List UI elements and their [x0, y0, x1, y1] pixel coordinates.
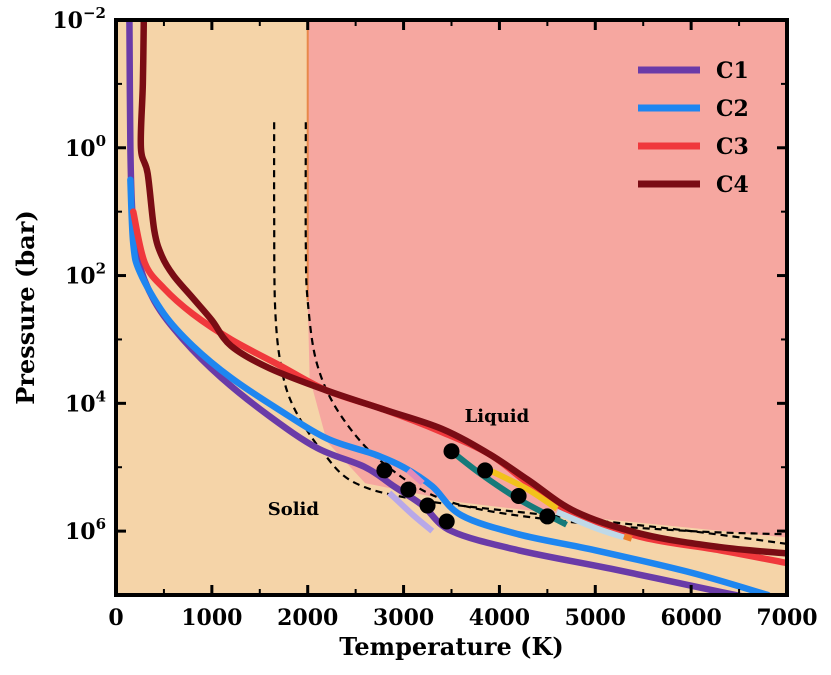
liquid-region-label: Liquid [465, 406, 530, 427]
data-marker-6 [400, 481, 417, 498]
axes: 0 1000 2000 3000 4000 5000 6000 7000 10−2 100 102 1… [52, 4, 817, 631]
x-tick-label: 6000 [661, 605, 722, 631]
x-tick-label: 3000 [373, 605, 434, 631]
data-marker-3 [510, 487, 527, 504]
legend-label-c4: C4 [716, 172, 749, 198]
data-marker-1 [443, 443, 460, 460]
legend-label-c1: C1 [716, 58, 749, 84]
y-tick-label: 10−2 [52, 4, 106, 34]
data-marker-7 [419, 497, 436, 514]
plot-marker-layer [376, 443, 556, 530]
plot-series-layer [126, 20, 787, 595]
legend-label-c2: C2 [716, 96, 749, 122]
data-marker-4 [539, 508, 556, 525]
y-tick-label: 102 [65, 260, 106, 290]
y-tick-label: 104 [65, 387, 106, 417]
solid-region-label: Solid [268, 499, 320, 520]
overlay-segment-2 [387, 490, 435, 534]
y-axis-label: Pressure (bar) [11, 210, 40, 404]
series-line-c2 [127, 176, 772, 595]
overlay-segment-6 [623, 533, 633, 542]
legend-label-c3: C3 [716, 134, 749, 160]
x-axis-label: Temperature (K) [339, 632, 563, 661]
data-marker-5 [376, 462, 393, 479]
data-marker-2 [477, 462, 494, 479]
legend: C1 C2 C3 C4 [638, 58, 749, 198]
overlay-segment-3 [406, 468, 425, 486]
x-tick-label: 4000 [469, 605, 530, 631]
x-tick-label: 2000 [277, 605, 338, 631]
overlay-segment-4 [488, 467, 559, 512]
y-tick-label: 100 [65, 132, 106, 162]
region-labels: Solid Liquid [268, 406, 530, 520]
x-tick-label: 0 [108, 605, 123, 631]
x-tick-label: 7000 [756, 605, 817, 631]
y-tick-label: 106 [65, 515, 106, 545]
series-line-c4 [137, 20, 787, 557]
x-tick-label: 5000 [565, 605, 626, 631]
x-tick-label: 1000 [181, 605, 242, 631]
data-marker-8 [438, 513, 455, 530]
overlay-segment-5 [555, 509, 625, 541]
